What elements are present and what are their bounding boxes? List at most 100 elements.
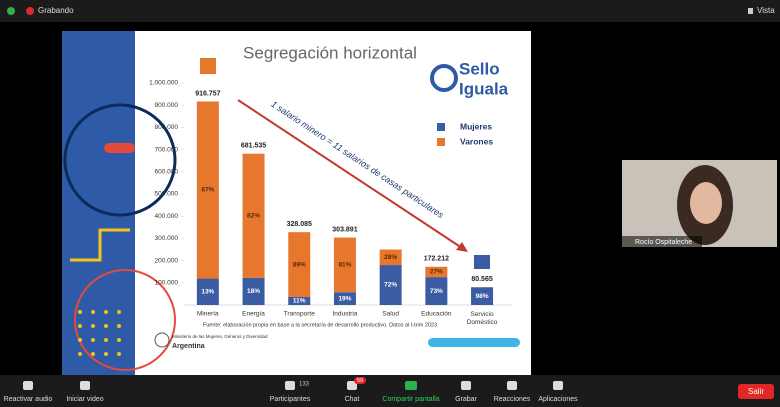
x-tick-label: Transporte — [284, 311, 316, 318]
toolbar-icon[interactable] — [405, 381, 417, 390]
top-bar — [0, 0, 780, 22]
bar-segment — [288, 232, 311, 297]
badge: 133 — [299, 382, 310, 388]
bar-segment — [196, 101, 219, 279]
decor — [74, 269, 176, 371]
total-label: 80.565 — [471, 276, 493, 283]
decor — [63, 103, 177, 217]
bar-segment — [333, 237, 356, 293]
toolbar-icon[interactable] — [23, 381, 33, 390]
annotation-arrowhead — [456, 242, 468, 252]
bar-segment — [196, 278, 219, 305]
y-tick-label: 500.000 — [155, 191, 179, 198]
data-label: 73% — [430, 288, 443, 295]
recording-icon — [26, 7, 34, 15]
y-tick-label: 200.000 — [155, 257, 179, 264]
name-tag — [622, 236, 702, 247]
ministry-country: Argentina — [172, 343, 205, 350]
bar-segment — [242, 277, 265, 305]
decor — [104, 143, 135, 153]
toolbar-label[interactable]: Chat — [345, 396, 360, 403]
bar-segment — [242, 153, 265, 278]
toolbar-label[interactable]: Reacciones — [494, 396, 531, 403]
total-label: 916.757 — [195, 90, 220, 97]
x-tick-label: Industria — [332, 311, 357, 318]
x-tick-label: Energía — [242, 311, 265, 318]
y-tick-label: 300.000 — [155, 235, 179, 242]
decor-dots — [78, 310, 121, 356]
x-tick-label: Minería — [197, 311, 219, 318]
leave-button[interactable] — [738, 384, 774, 399]
toolbar-icon[interactable] — [347, 381, 357, 390]
bar-segment — [425, 277, 448, 305]
toolbar-icon[interactable] — [553, 381, 563, 390]
bar-segment — [379, 249, 402, 266]
total-label: 172.212 — [424, 256, 449, 263]
toolbar-icon[interactable] — [80, 381, 90, 390]
y-tick-label: 900.000 — [155, 102, 179, 109]
participant-face — [690, 182, 722, 224]
ministry-name: Ministerio de las Mujeres, Géneros y Div… — [172, 334, 268, 339]
decor — [70, 228, 130, 262]
badge-bg — [354, 377, 366, 384]
bar-segment — [425, 266, 448, 278]
legend-label: Varones — [460, 136, 493, 146]
participant-name: Rocío Ospitaleche — [635, 239, 692, 246]
toolbar — [0, 375, 780, 407]
data-label: 82% — [247, 212, 260, 219]
view-button[interactable]: Vista — [757, 6, 775, 15]
toolbar-label[interactable]: Grabar — [455, 396, 477, 403]
x-tick-label: Servicio Doméstico — [467, 311, 498, 326]
total-label: 303.891 — [332, 226, 357, 233]
toolbar-icon[interactable] — [461, 381, 471, 390]
data-label: 87% — [201, 187, 214, 194]
toolbar-icon[interactable] — [507, 381, 517, 390]
data-label: 18% — [247, 288, 260, 295]
logo-text: Sello — [459, 59, 500, 78]
y-tick-label: 400.000 — [155, 213, 179, 220]
data-label: 81% — [338, 262, 351, 269]
legend-swatch — [437, 138, 445, 146]
data-label: 28% — [384, 254, 397, 261]
logo-icon — [430, 64, 458, 92]
worker-icon — [200, 58, 216, 74]
x-tick-label: Salud — [382, 311, 399, 318]
view-icon[interactable] — [748, 8, 753, 14]
bar-segment — [471, 287, 494, 305]
cleaning-icon — [474, 255, 490, 269]
data-label: 89% — [293, 261, 306, 268]
total-label: 681.535 — [241, 143, 266, 150]
y-tick-label: 1.000.000 — [149, 80, 178, 87]
bar-segment — [288, 296, 311, 305]
legend-swatch — [437, 123, 445, 131]
logo-text: Iguala — [459, 79, 509, 98]
total-label: 328.085 — [287, 221, 312, 228]
slide-title: Segregación horizontal — [243, 43, 417, 62]
legend-label: Mujeres — [460, 121, 492, 131]
toolbar-label[interactable]: Participantes — [270, 396, 311, 403]
toolbar-items: Reactivar audio Iniciar video Participante… — [4, 377, 578, 403]
data-label: 98% — [476, 293, 489, 300]
secure-icon — [7, 7, 15, 15]
toolbar-icon[interactable] — [285, 381, 295, 390]
toolbar-label[interactable]: Reactivar audio — [4, 396, 53, 403]
data-label: 72% — [384, 282, 397, 289]
bar-segment — [379, 265, 402, 305]
data-label: 19% — [338, 295, 351, 302]
recording-label: Grabando — [38, 6, 74, 15]
toolbar-label[interactable]: Compartir pantalla — [382, 396, 439, 403]
decor-pill — [428, 338, 520, 347]
x-tick-label: Educación — [421, 311, 452, 318]
y-tick-label: 100.000 — [155, 280, 179, 287]
leave-label[interactable]: Salir — [748, 387, 764, 396]
bar-segment — [333, 292, 356, 305]
data-label: 13% — [201, 288, 214, 295]
y-tick-label: 600.000 — [155, 169, 179, 176]
toolbar-label[interactable]: Iniciar video — [66, 396, 103, 403]
toolbar-label[interactable]: Aplicaciones — [538, 396, 578, 403]
ministry-emblem — [154, 332, 170, 348]
annotation-arrow — [237, 99, 463, 249]
y-tick-label: 800.000 — [155, 124, 179, 131]
chart-source: Fuente: elaboración propia en base a la … — [203, 322, 437, 328]
